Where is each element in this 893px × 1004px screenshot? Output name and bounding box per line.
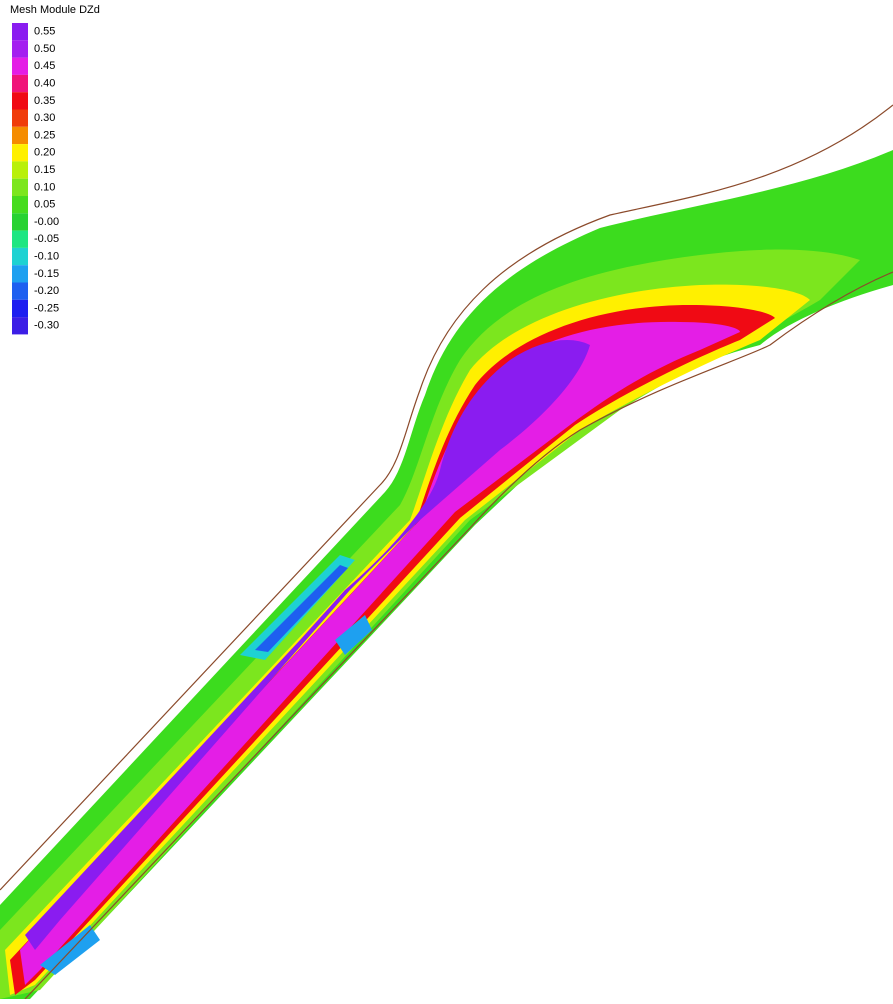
legend-label: 0.30 xyxy=(34,112,55,124)
legend-label: 0.25 xyxy=(34,129,55,141)
legend-label: 0.55 xyxy=(34,26,55,38)
legend-swatch xyxy=(12,213,28,230)
legend-swatch xyxy=(12,23,28,40)
legend-swatch xyxy=(12,127,28,144)
legend-label: -0.25 xyxy=(34,302,59,314)
river-map xyxy=(0,105,893,999)
legend-label: -0.15 xyxy=(34,268,59,280)
legend-label: 0.15 xyxy=(34,164,55,176)
legend-swatch xyxy=(12,58,28,75)
legend-label: 0.35 xyxy=(34,95,55,107)
legend-swatch xyxy=(12,161,28,178)
legend-swatch xyxy=(12,265,28,282)
legend-swatch xyxy=(12,283,28,300)
legend-label: -0.30 xyxy=(34,320,59,332)
legend-label: -0.00 xyxy=(34,216,59,228)
legend-swatch xyxy=(12,300,28,317)
legend-label: -0.10 xyxy=(34,250,59,262)
legend-swatch xyxy=(12,248,28,265)
legend-swatch xyxy=(12,144,28,161)
legend-swatch xyxy=(12,75,28,92)
legend-label: 0.45 xyxy=(34,60,55,72)
legend-label: 0.20 xyxy=(34,147,55,159)
contour-map: Mesh Module DZd 0.55 0.50 0.45 0.40 0.35 0.30… xyxy=(0,0,893,999)
legend-swatch xyxy=(12,196,28,213)
legend-label: -0.20 xyxy=(34,285,59,297)
legend-label: 0.10 xyxy=(34,181,55,193)
legend-swatch xyxy=(12,179,28,196)
legend-label: 0.40 xyxy=(34,77,55,89)
legend-title: Mesh Module DZd xyxy=(10,4,100,16)
legend-swatch xyxy=(12,40,28,57)
legend-swatch xyxy=(12,110,28,127)
legend-swatch xyxy=(12,317,28,334)
legend-swatch xyxy=(12,92,28,109)
legend-label: -0.05 xyxy=(34,233,59,245)
legend-label: 0.50 xyxy=(34,43,55,55)
legend-label: 0.05 xyxy=(34,199,55,211)
legend: Mesh Module DZd 0.55 0.50 0.45 0.40 0.35 0.30… xyxy=(10,4,100,334)
legend-swatch xyxy=(12,231,28,248)
